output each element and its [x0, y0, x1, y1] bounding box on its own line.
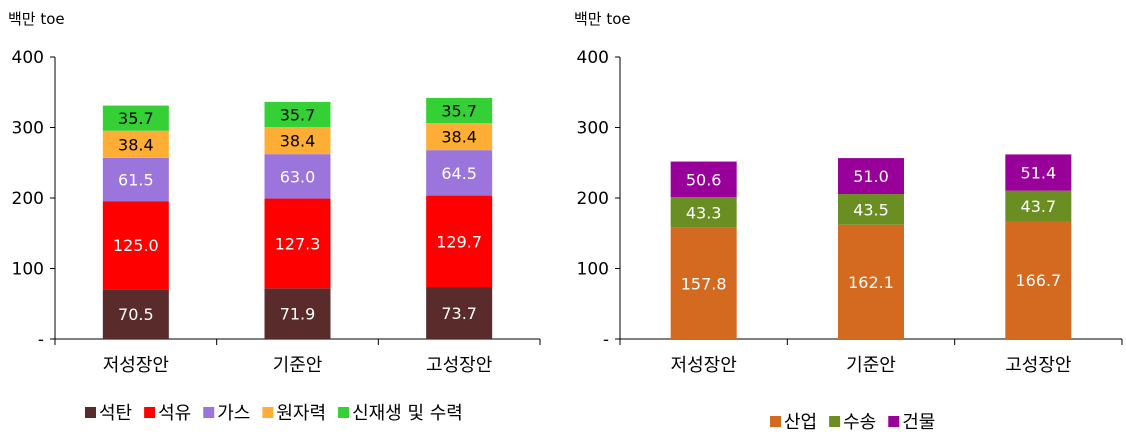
right-bar-건물-저성장안 [670, 161, 737, 198]
left-legend-swatch [262, 407, 274, 418]
right-bar-건물-고성장안 [1005, 154, 1072, 191]
left-data-label: 125.0 [113, 236, 159, 255]
left-data-label: 61.5 [118, 170, 154, 189]
left-data-label: 38.4 [441, 128, 477, 147]
left-bar-석탄-기준안 [264, 288, 331, 339]
left-y-tick-label: - [38, 330, 44, 350]
right-category-label: 고성장안 [1005, 355, 1071, 376]
right-y-tick-label: 100 [577, 260, 609, 280]
left-bar-신재생 및 수력-고성장안 [426, 97, 493, 124]
left-category-label: 고성장안 [426, 355, 492, 376]
left-bar-석유-저성장안 [102, 201, 169, 290]
right-bar-산업-고성장안 [1005, 221, 1072, 339]
left-y-tick-label: 200 [12, 189, 44, 209]
right-bar-산업-기준안 [838, 224, 904, 339]
left-legend-swatch [144, 407, 156, 418]
right-data-label: 162.1 [848, 273, 894, 292]
left-data-label: 70.5 [118, 305, 154, 324]
right-y-tick-label: 300 [577, 119, 609, 139]
left-data-label: 129.7 [436, 232, 482, 251]
right-data-label: 50.6 [686, 170, 722, 189]
left-bar-신재생 및 수력-저성장안 [102, 105, 169, 131]
right-data-label: 166.7 [1015, 271, 1061, 290]
right-bar-수송-저성장안 [670, 197, 737, 228]
right-category-label: 저성장안 [671, 355, 737, 376]
right-data-label: 157.8 [681, 274, 727, 293]
right-data-label: 43.5 [853, 200, 889, 219]
right-legend-swatch [770, 416, 781, 427]
right-y-tick-label: 400 [577, 48, 609, 68]
left-bar-원자력-기준안 [264, 127, 331, 155]
right-legend-label: 건물 [902, 412, 935, 433]
right-legend-swatch [888, 416, 900, 427]
left-legend-label: 석유 [158, 403, 191, 424]
right-legend-swatch [829, 416, 841, 427]
right-bar-건물-기준안 [838, 158, 904, 195]
left-data-label: 71.9 [280, 305, 316, 324]
left-data-label: 38.4 [280, 132, 316, 151]
left-data-label: 63.0 [280, 167, 316, 186]
right-unit-label: 백만 toe [574, 10, 631, 28]
left-data-label: 35.7 [441, 101, 477, 120]
left-legend-label: 원자력 [276, 403, 326, 424]
right-data-label: 43.7 [1021, 197, 1057, 216]
left-bar-신재생 및 수력-기준안 [264, 101, 331, 128]
left-unit-label: 백만 toe [8, 10, 65, 28]
left-y-tick-label: 300 [12, 119, 44, 139]
left-data-label: 127.3 [275, 234, 321, 253]
left-bar-원자력-고성장안 [426, 123, 493, 151]
left-legend-label: 신재생 및 수력 [352, 403, 463, 424]
left-data-label: 35.7 [118, 109, 154, 128]
left-legend-label: 석탄 [99, 403, 132, 424]
left-category-label: 저성장안 [103, 355, 169, 376]
right-bar-수송-고성장안 [1005, 190, 1072, 222]
left-bar-가스-기준안 [264, 154, 331, 199]
right-category-label: 기준안 [846, 355, 896, 376]
left-data-label: 64.5 [441, 164, 477, 183]
left-bar-석탄-고성장안 [426, 287, 493, 339]
left-data-label: 35.7 [280, 105, 316, 124]
right-data-label: 51.0 [853, 167, 889, 186]
left-category-label: 기준안 [273, 355, 323, 376]
left-y-tick-label: 100 [12, 260, 44, 280]
left-legend-swatch [338, 407, 350, 418]
right-bar-수송-기준안 [838, 194, 904, 225]
left-bar-원자력-저성장안 [102, 130, 169, 158]
left-data-label: 73.7 [441, 304, 477, 323]
left-legend-label: 가스 [217, 403, 250, 424]
left-bar-석유-기준안 [264, 198, 331, 289]
left-bar-가스-저성장안 [102, 157, 169, 202]
right-y-tick-label: 200 [577, 189, 609, 209]
right-y-tick-label: - [603, 330, 609, 350]
right-data-label: 51.4 [1021, 164, 1057, 183]
left-legend-swatch [203, 407, 215, 418]
left-bar-석유-고성장안 [426, 195, 493, 288]
right-legend-label: 수송 [843, 412, 876, 433]
left-bar-석탄-저성장안 [102, 289, 169, 339]
right-legend-label: 산업 [784, 412, 817, 433]
left-data-label: 38.4 [118, 135, 154, 154]
right-data-label: 43.3 [686, 203, 722, 222]
left-y-tick-label: 400 [12, 48, 44, 68]
left-legend-swatch [85, 407, 96, 418]
left-bar-가스-고성장안 [426, 150, 493, 196]
right-bar-산업-저성장안 [670, 227, 737, 339]
